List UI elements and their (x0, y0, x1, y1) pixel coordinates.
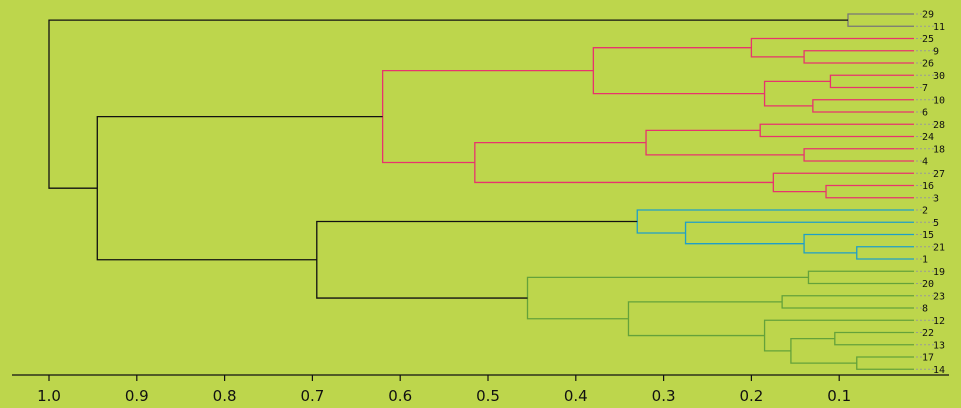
x-tick-label-0.5: 0.5 (476, 387, 500, 405)
leaf-label-1: 1 (922, 255, 928, 266)
leaf-label-10: 10 (933, 95, 945, 106)
leaf-label-9: 9 (933, 46, 939, 57)
leaf-label-30: 30 (933, 71, 945, 82)
leaf-label-27: 27 (933, 169, 945, 180)
leaf-label-16: 16 (922, 181, 934, 192)
leaf-label-13: 13 (933, 340, 945, 351)
leaf-label-25: 25 (922, 34, 934, 45)
leaf-label-12: 12 (933, 316, 945, 327)
x-tick-label-0.9: 0.9 (125, 387, 149, 405)
leaf-label-11: 11 (933, 22, 945, 33)
x-tick-label-0.8: 0.8 (213, 387, 237, 405)
leaf-leader-lines (916, 13, 935, 370)
x-tick-label-0.1: 0.1 (827, 387, 851, 405)
dendrogram-branches (48, 13, 914, 370)
leaf-label-2: 2 (922, 206, 928, 217)
leaf-label-23: 23 (933, 291, 945, 302)
leaf-label-6: 6 (922, 108, 928, 119)
leaf-label-18: 18 (933, 144, 945, 155)
leaf-label-29: 29 (922, 10, 934, 21)
x-axis: 1.0 0.9 0.8 0.7 0.6 0.5 0.4 0.3 0.2 0.1 (12, 374, 949, 405)
leaf-label-15: 15 (922, 230, 934, 241)
leaf-label-4: 4 (922, 157, 928, 168)
leaf-label-26: 26 (922, 59, 934, 70)
leaf-label-17: 17 (922, 353, 934, 364)
x-tick-label-0.4: 0.4 (564, 387, 588, 405)
x-tick-label-0.2: 0.2 (739, 387, 763, 405)
leaf-label-24: 24 (922, 132, 934, 143)
leaf-label-22: 22 (922, 328, 934, 339)
x-tick-label-0.3: 0.3 (652, 387, 676, 405)
dendrogram-link-29 (48, 19, 848, 189)
leaf-label-3: 3 (933, 193, 939, 204)
leaf-label-21: 21 (933, 242, 945, 253)
leaf-label-14: 14 (933, 365, 945, 376)
x-tick-label-0.6: 0.6 (388, 387, 412, 405)
x-tick-label-1.0: 1.0 (37, 387, 61, 405)
leaf-label-19: 19 (933, 267, 945, 278)
leaf-label-5: 5 (933, 218, 939, 229)
leaf-labels: 2911259263071062824184271632515211192023… (922, 10, 945, 376)
leaf-label-28: 28 (933, 120, 945, 131)
leaf-label-20: 20 (922, 279, 934, 290)
leaf-label-7: 7 (922, 83, 928, 94)
x-tick-label-0.7: 0.7 (300, 387, 324, 405)
leaf-label-8: 8 (922, 304, 928, 315)
